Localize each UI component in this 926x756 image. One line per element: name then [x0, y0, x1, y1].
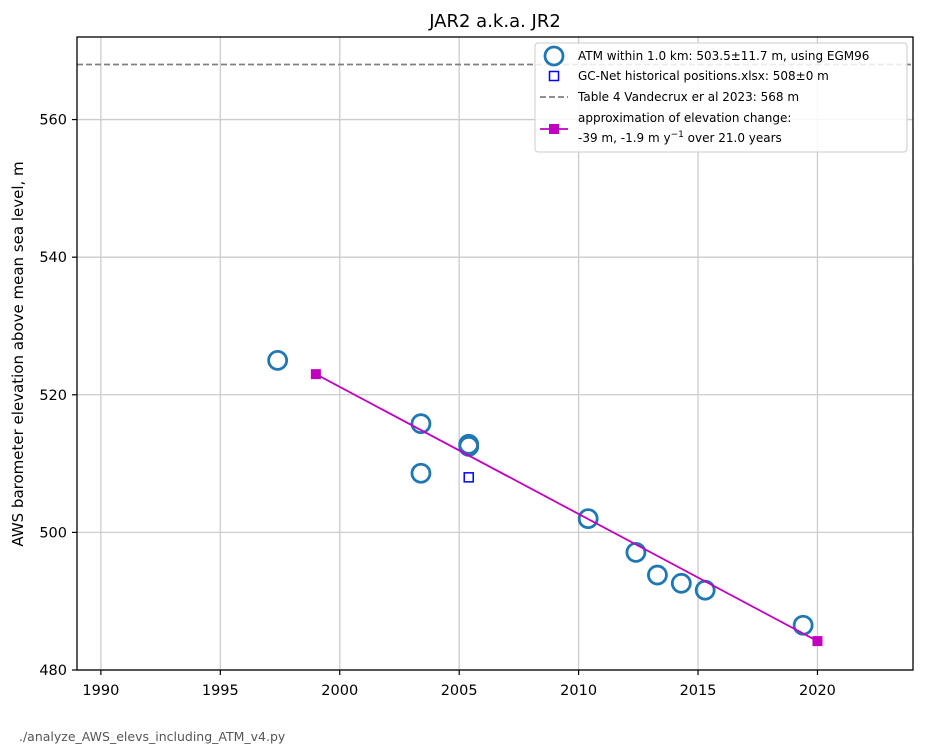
- y-tick-label: 520: [39, 388, 67, 404]
- atm-point: [670, 572, 692, 594]
- legend-label-approx-line2-b: over 21.0 years: [684, 131, 782, 145]
- legend-label-gcnet: GC-Net historical positions.xlsx: 508±0 …: [578, 69, 829, 83]
- legend-label-atm: ATM within 1.0 km: 503.5±11.7 m, using E…: [578, 49, 869, 63]
- legend-marker-atm: [543, 45, 565, 67]
- x-tick-label: 2005: [441, 683, 478, 699]
- x-tick-label: 2010: [560, 683, 597, 699]
- atm-point: [792, 614, 814, 636]
- y-axis: 480 500 520 540 560: [39, 113, 77, 679]
- chart-title: JAR2 a.k.a. JR2: [428, 11, 561, 32]
- y-tick-label: 500: [39, 525, 67, 541]
- trend-line: [315, 373, 818, 642]
- legend-marker-approx-square: [549, 124, 559, 134]
- x-tick-label: 2000: [321, 683, 358, 699]
- atm-point: [267, 349, 289, 371]
- y-axis-label: AWS barometer elevation above mean sea l…: [9, 161, 27, 546]
- x-tick-label: 2020: [799, 683, 836, 699]
- trend-endpoint: [812, 636, 823, 647]
- x-tick-label: 2015: [680, 683, 717, 699]
- legend-label-approx-line2-sup: −1: [671, 130, 684, 140]
- y-tick-label: 540: [39, 250, 67, 266]
- trend-endpoint: [310, 369, 321, 380]
- script-filename: ./analyze_AWS_elevs_including_ATM_v4.py: [19, 729, 286, 744]
- legend: ATM within 1.0 km: 503.5±11.7 m, using E…: [534, 42, 908, 153]
- atm-point: [458, 433, 480, 455]
- atm-point: [410, 462, 432, 484]
- legend-label-approx-line1: approximation of elevation change:: [578, 111, 791, 125]
- legend-marker-gcnet: [548, 70, 560, 82]
- x-axis: 1990 1995 2000 2005 2010 2015 2020: [82, 670, 836, 699]
- atm-point: [577, 508, 599, 530]
- plot-frame: [76, 36, 914, 671]
- y-tick-label: 480: [39, 663, 67, 679]
- y-tick-label: 560: [39, 113, 67, 129]
- atm-point: [625, 541, 647, 563]
- series-layer: [267, 349, 823, 647]
- legend-box: [534, 42, 908, 153]
- gcnet-point: [463, 472, 474, 483]
- x-tick-label: 1990: [82, 683, 119, 699]
- x-tick-label: 1995: [202, 683, 239, 699]
- atm-point: [410, 413, 432, 435]
- atm-point: [647, 564, 668, 586]
- legend-label-table4: Table 4 Vandecrux er al 2023: 568 m: [577, 90, 799, 104]
- legend-label-approx-line2-a: -39 m, -1.9 m y: [578, 131, 671, 145]
- legend-label-approx-line2: -39 m, -1.9 m y−1 over 21.0 years: [578, 130, 782, 145]
